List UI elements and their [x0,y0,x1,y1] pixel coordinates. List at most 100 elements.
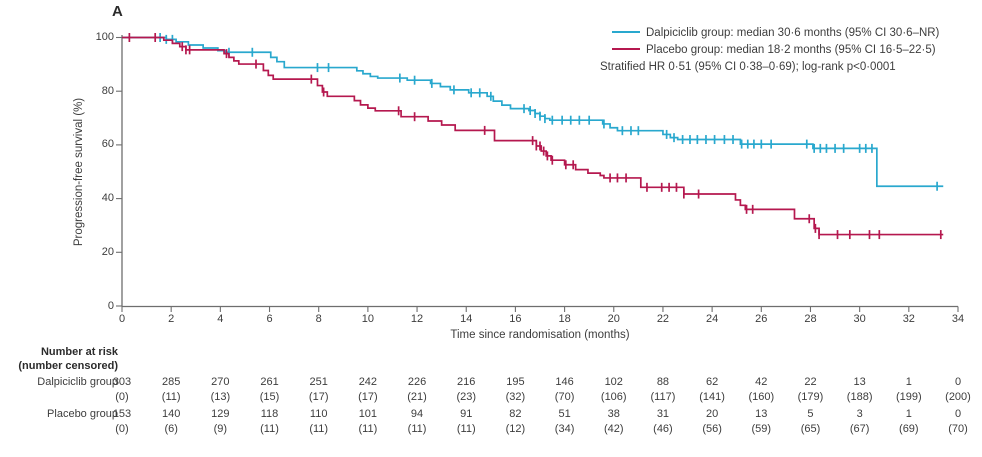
placebo-line-swatch-icon [612,48,640,50]
at-risk-value: 102 [604,376,623,388]
censored-value: (0) [115,423,129,435]
risk-table-row-label-placebo: Placebo group [47,408,118,420]
censored-value: (32) [505,391,526,403]
at-risk-value: 38 [607,408,620,420]
x-tick-label: 0 [118,313,126,325]
censored-value: (11) [358,423,378,435]
x-tick-label: 2 [168,313,175,325]
y-tick-label: 40 [101,192,114,205]
at-risk-value: 22 [804,376,817,388]
censored-value: (13) [210,391,231,403]
censored-value: (11) [309,423,329,435]
at-risk-value: 0 [954,408,962,420]
x-tick-label: 28 [804,313,817,325]
x-tick-label: 14 [460,313,473,325]
censored-value: (6) [164,423,178,435]
x-tick-label: 34 [951,313,965,325]
censored-value: (56) [702,423,722,435]
censored-value: (0) [115,391,129,403]
at-risk-value: 216 [457,376,476,388]
at-risk-value: 261 [260,376,279,388]
censored-value: (70) [554,391,575,403]
at-risk-value: 13 [755,408,768,420]
censored-value: (106) [600,391,627,403]
at-risk-value: 94 [410,408,424,420]
legend-stat-note: Stratified HR 0·51 (95% CI 0·38–0·69); l… [600,61,896,73]
censored-value: (200) [945,391,971,403]
at-risk-value: 13 [853,376,866,388]
x-tick-label: 6 [266,313,273,325]
censored-value: (17) [358,391,378,403]
at-risk-value: 62 [705,376,719,388]
at-risk-value: 285 [161,376,181,388]
at-risk-value: 140 [161,408,181,420]
censored-value: (65) [800,423,821,435]
at-risk-value: 82 [509,408,522,420]
at-risk-value: 242 [358,376,378,388]
at-risk-value: 118 [260,408,279,420]
y-tick-label: 0 [107,299,114,312]
at-risk-value: 270 [211,376,230,388]
x-tick-label: 22 [656,313,670,325]
at-risk-value: 3 [856,408,863,420]
censored-value: (9) [213,423,228,435]
at-risk-value: 251 [309,376,328,388]
at-risk-value: 146 [555,376,574,388]
censored-value: (17) [308,391,329,403]
dalpiciclib-legend-label: Dalpiciclib group: median 30·6 months (9… [646,27,940,39]
y-axis-title: Progression-free survival (%) [73,97,85,247]
x-tick-label: 4 [217,313,224,325]
risk-table-header-line1: Number at risk [40,346,118,358]
censored-value: (15) [259,391,280,403]
censored-value: (117) [650,391,676,403]
x-tick-label: 16 [509,313,522,325]
placebo-legend-label: Placebo group: median 18·2 months (95% C… [646,44,936,56]
censored-value: (21) [407,391,427,403]
at-risk-value: 1 [905,408,912,420]
legend-row-dalpiciclib: Dalpiciclib group: median 30·6 months (9… [600,25,939,42]
at-risk-value: 51 [558,408,571,420]
y-tick-label: 60 [101,138,114,151]
censored-value: (42) [603,423,624,435]
censored-value: (141) [699,391,725,403]
at-risk-value: 91 [460,408,473,420]
dalpiciclib-group-curve [122,36,944,188]
x-tick-label: 12 [410,313,424,325]
censored-value: (67) [849,423,870,435]
dalpiciclib-line-swatch-icon [612,31,640,33]
placebo-group-curve [122,36,944,236]
y-tick-label: 100 [95,31,114,43]
at-risk-value: 0 [954,376,962,388]
censored-value: (160) [748,391,775,403]
x-tick-label: 24 [705,313,719,325]
at-risk-value: 101 [358,408,378,420]
censored-value: (46) [653,423,673,435]
censored-value: (11) [260,423,279,435]
censored-value: (23) [456,391,477,403]
at-risk-value: 129 [211,408,230,420]
censored-value: (11) [456,423,476,435]
risk-table-header-line2: (number censored) [18,360,118,372]
censored-value: (70) [948,423,968,435]
censored-value: (188) [846,391,873,403]
panel-label: A [112,3,123,20]
x-tick-label: 18 [558,313,571,325]
x-tick-label: 32 [902,313,915,325]
censored-value: (11) [161,391,181,403]
km-plot-canvas [116,33,959,312]
at-risk-value: 31 [656,408,670,420]
at-risk-value: 42 [755,376,768,388]
x-tick-label: 8 [315,313,322,325]
at-risk-value: 1 [905,376,912,388]
censored-value: (12) [505,423,526,435]
censored-value: (11) [407,423,427,435]
y-tick-label: 80 [101,84,114,97]
censored-value: (69) [899,423,919,435]
x-tick-label: 30 [853,313,866,325]
at-risk-value: 5 [807,408,814,420]
x-tick-label: 20 [607,313,620,325]
x-axis-title: Time since randomisation (months) [450,329,630,341]
censored-value: (179) [797,391,824,403]
censored-value: (34) [554,423,575,435]
